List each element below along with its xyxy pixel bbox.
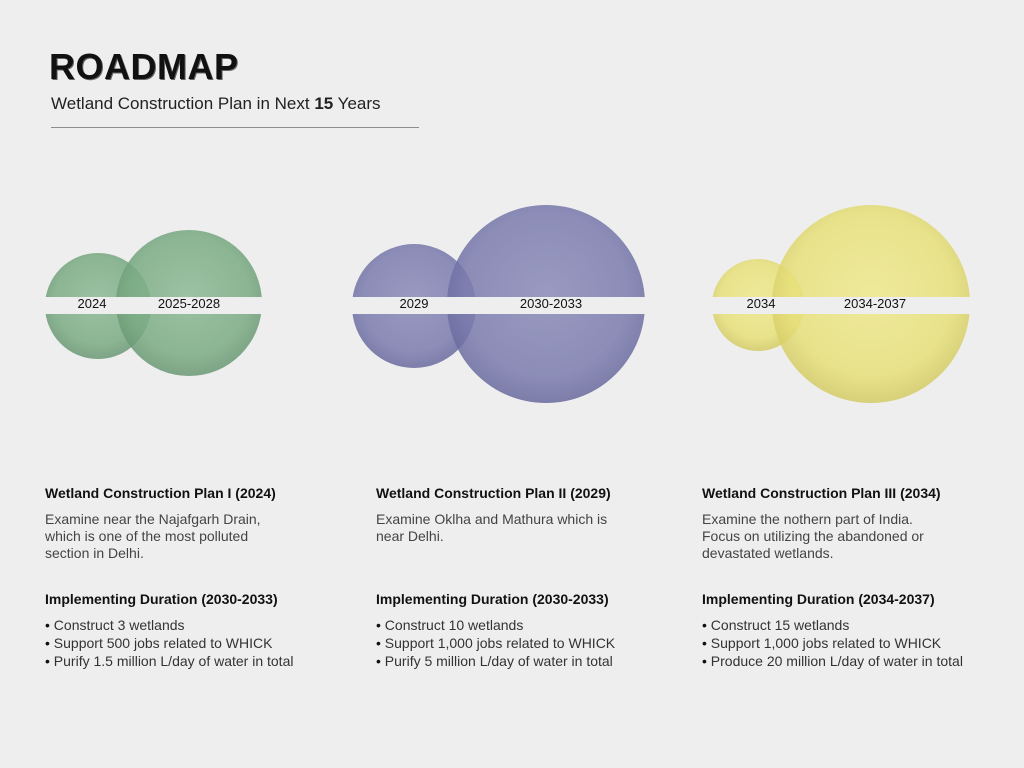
plan1-description: Examine near the Najafgarh Drain, which … [45,511,261,561]
plan1-large-year-label: 2025-2028 [157,296,221,311]
plan1-duration-title: Implementing Duration (2030-2033) [45,591,278,607]
plan2-description: Examine Oklha and Mathura which is near … [376,511,608,544]
plan2-small-year-label: 2029 [399,296,429,311]
subtitle-suffix: Years [333,94,381,113]
plan3-bullet-list: Construct 15 wetlands Support 1,000 jobs… [702,616,963,670]
page-title: ROADMAP [49,46,239,87]
plan3-description: Examine the nothern part of India. Focus… [702,511,924,561]
plan1-year-band [40,297,270,314]
plan3-large-year-label: 2034-2037 [843,296,907,311]
list-item: Support 1,000 jobs related to WHICK [376,634,615,652]
plan3-title: Wetland Construction Plan III (2034) [702,485,941,501]
list-item: Support 500 jobs related to WHICK [45,634,293,652]
plan2-year-band [347,297,652,314]
plan1-bullet-list: Construct 3 wetlands Support 500 jobs re… [45,616,294,670]
plan1-small-year-label: 2024 [77,296,107,311]
subtitle-years-number: 15 [314,94,334,113]
list-item: Construct 10 wetlands [376,616,615,634]
subtitle-prefix: Wetland Construction Plan in Next [51,94,315,113]
plan3-column: Wetland Construction Plan III (2034) Exa… [702,485,1012,685]
plan1-title: Wetland Construction Plan I (2024) [45,485,276,501]
plan3-year-band [707,297,977,314]
plan2-bullet-list: Construct 10 wetlands Support 1,000 jobs… [376,616,615,670]
plan2-column: Wetland Construction Plan II (2029) Exam… [376,485,686,685]
list-item: Purify 5 million L/day of water in total [376,652,615,670]
page-subtitle: Wetland Construction Plan in Next 15 Yea… [51,94,381,114]
list-item: Produce 20 million L/day of water in tot… [702,652,963,670]
list-item: Purify 1.5 million L/day of water in tot… [45,652,294,670]
plan3-duration-title: Implementing Duration (2034-2037) [702,591,935,607]
plan3-small-year-label: 2034 [746,296,776,311]
plan2-duration-title: Implementing Duration (2030-2033) [376,591,609,607]
plan1-column: Wetland Construction Plan I (2024) Exami… [45,485,355,685]
list-item: Construct 3 wetlands [45,616,293,634]
list-item: Construct 15 wetlands [702,616,963,634]
plan2-large-year-label: 2030-2033 [519,296,583,311]
list-item: Support 1,000 jobs related to WHICK [702,634,963,652]
plan2-title: Wetland Construction Plan II (2029) [376,485,611,501]
header-divider [51,127,419,128]
